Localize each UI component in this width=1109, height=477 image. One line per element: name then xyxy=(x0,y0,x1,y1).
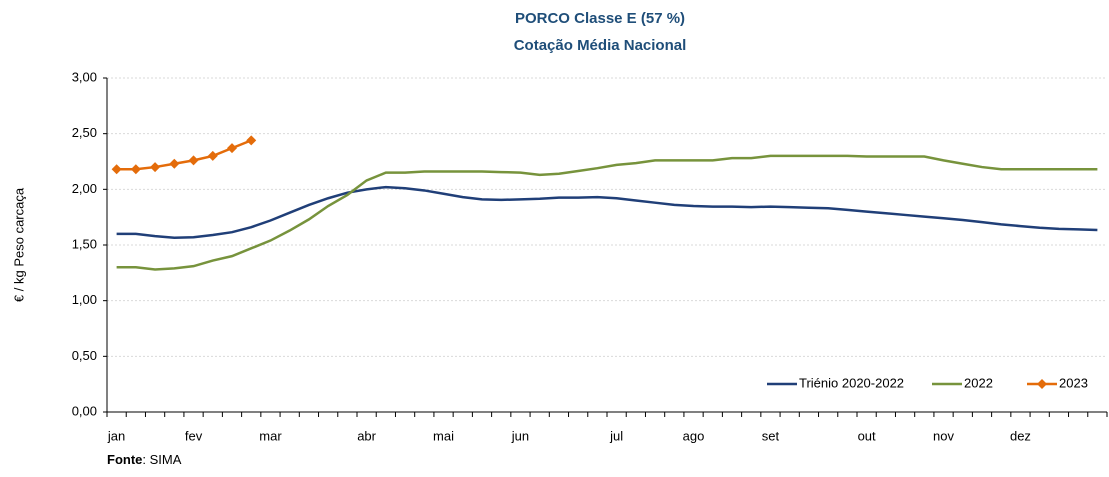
x-tick-label: fev xyxy=(185,428,203,443)
x-tick-label: jan xyxy=(107,428,125,443)
y-tick-label: 2,00 xyxy=(72,181,97,196)
legend-label: Triénio 2020-2022 xyxy=(799,375,904,390)
y-tick-label: 3,00 xyxy=(72,69,97,84)
source: Fonte: SIMA xyxy=(107,452,182,467)
source-label: Fonte xyxy=(107,452,142,467)
point-marker xyxy=(188,155,199,166)
x-tick-label: jun xyxy=(511,428,529,443)
x-tick-label: ago xyxy=(683,428,705,443)
source-text: : SIMA xyxy=(142,452,181,467)
legend-item: Triénio 2020-2022 xyxy=(767,375,904,390)
x-tick-label: dez xyxy=(1010,428,1031,443)
line-series xyxy=(116,185,1098,240)
x-tick-label: mar xyxy=(259,428,282,443)
point-marker xyxy=(111,164,122,175)
legend-marker xyxy=(1037,379,1047,389)
point-marker xyxy=(246,135,257,146)
point-marker xyxy=(169,158,180,169)
point-marker xyxy=(150,162,161,173)
point-marker xyxy=(130,164,141,175)
y-tick-label: 1,00 xyxy=(72,292,97,307)
point-marker xyxy=(207,150,218,161)
point-marker xyxy=(227,143,237,154)
y-tick-label: 1,50 xyxy=(72,236,97,251)
x-tick-label: nov xyxy=(933,428,954,443)
chart-subtitle: Cotação Média Nacional xyxy=(514,37,687,54)
y-axis-title: € / kg Peso carcaça xyxy=(11,187,26,302)
x-tick-label: jul xyxy=(609,428,623,443)
x-tick-label: abr xyxy=(357,428,376,443)
legend-item: 2023 xyxy=(1027,375,1088,390)
chart-title: PORCO Classe E (57 %) xyxy=(515,10,685,27)
legend-label: 2023 xyxy=(1059,375,1088,390)
x-tick-label: set xyxy=(762,428,780,443)
y-tick-label: 2,50 xyxy=(72,125,97,140)
line-series xyxy=(116,154,1098,271)
x-tick-label: out xyxy=(858,428,876,443)
legend-item: 2022 xyxy=(932,375,993,390)
y-tick-label: 0,50 xyxy=(72,348,97,363)
x-tick-label: mai xyxy=(433,428,454,443)
y-tick-label: 0,00 xyxy=(72,403,97,418)
legend-label: 2022 xyxy=(964,375,993,390)
